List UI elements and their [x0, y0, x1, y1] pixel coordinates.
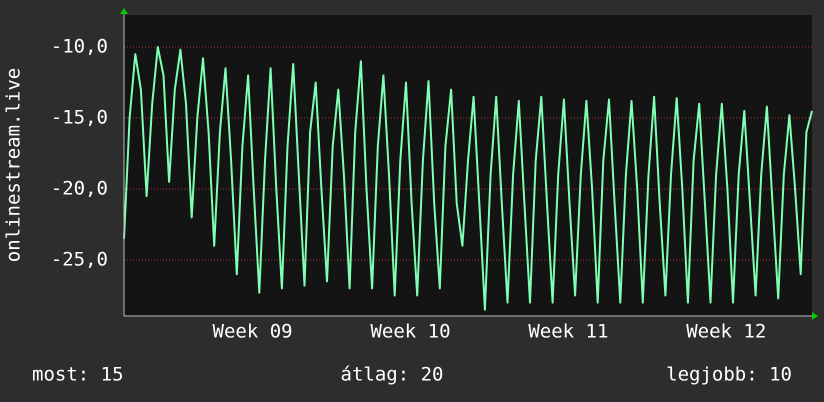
y-arrow	[120, 8, 128, 14]
y-tick-label: -10,0	[51, 35, 108, 57]
footer-current: most: 15	[32, 364, 124, 386]
x-tick-label: Week 10	[370, 321, 450, 343]
x-arrow	[812, 312, 818, 320]
y-tick-label: -15,0	[51, 106, 108, 128]
x-tick-label: Week 12	[686, 321, 766, 343]
footer-average: átlag: 20	[341, 364, 444, 386]
y-axis-label: onlinestream.live	[3, 68, 25, 262]
x-tick-label: Week 11	[528, 321, 608, 343]
footer-best: legjobb: 10	[666, 364, 792, 386]
y-tick-label: -20,0	[51, 178, 108, 200]
x-tick-label: Week 09	[213, 321, 293, 343]
y-tick-label: -25,0	[51, 249, 108, 271]
data-line	[123, 46, 813, 311]
